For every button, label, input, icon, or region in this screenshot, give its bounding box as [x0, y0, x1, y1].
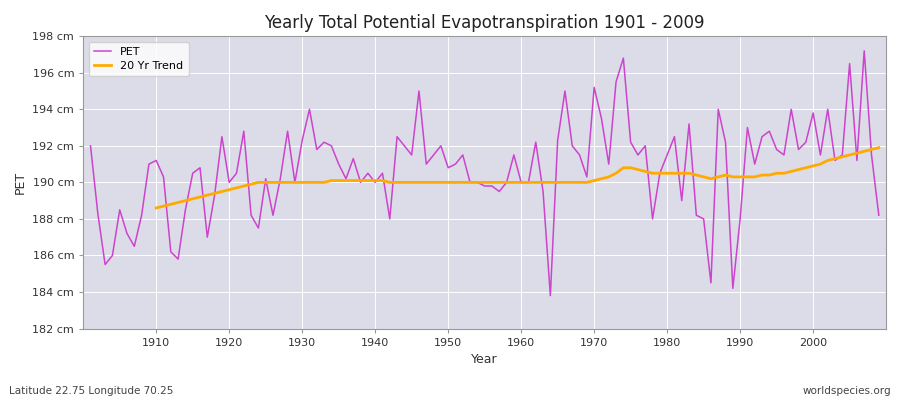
20 Yr Trend — [581, 180, 592, 185]
20 Yr Trend — [815, 162, 826, 166]
Text: worldspecies.org: worldspecies.org — [803, 386, 891, 396]
PET — [873, 213, 884, 218]
Y-axis label: PET: PET — [14, 171, 27, 194]
X-axis label: Year: Year — [472, 353, 498, 366]
PET — [86, 144, 96, 148]
20 Yr Trend — [290, 180, 301, 185]
20 Yr Trend — [319, 180, 329, 185]
PET — [610, 80, 621, 84]
PET — [143, 162, 154, 166]
Text: Latitude 22.75 Longitude 70.25: Latitude 22.75 Longitude 70.25 — [9, 386, 174, 396]
Line: PET: PET — [91, 51, 878, 296]
Line: 20 Yr Trend: 20 Yr Trend — [157, 148, 878, 208]
Legend: PET, 20 Yr Trend: PET, 20 Yr Trend — [89, 42, 189, 76]
PET — [545, 293, 556, 298]
PET — [348, 156, 359, 161]
20 Yr Trend — [837, 154, 848, 159]
Title: Yearly Total Potential Evapotranspiration 1901 - 2009: Yearly Total Potential Evapotranspiratio… — [265, 14, 705, 32]
20 Yr Trend — [873, 145, 884, 150]
20 Yr Trend — [151, 206, 162, 210]
PET — [516, 180, 526, 185]
20 Yr Trend — [523, 180, 534, 185]
PET — [304, 107, 315, 112]
PET — [859, 48, 869, 53]
PET — [508, 152, 519, 157]
